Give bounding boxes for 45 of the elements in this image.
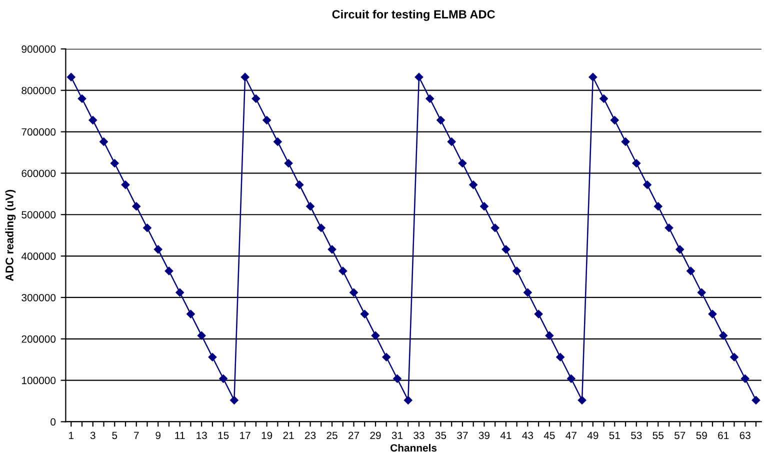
x-tick-label: 15 (218, 432, 229, 440)
x-tick-label: 45 (544, 432, 555, 440)
x-tick-label: 1 (69, 432, 74, 439)
x-tick-label: 49 (587, 432, 598, 440)
x-tick-label: 13 (196, 432, 207, 440)
x-tick-label: 3 (90, 432, 96, 440)
y-tick-label: 800000 (22, 86, 56, 94)
x-tick-label: 43 (522, 432, 534, 440)
x-tick-label: 53 (631, 432, 642, 440)
x-tick-label: 29 (370, 432, 381, 440)
y-tick-label: 200000 (22, 335, 56, 343)
y-tick-label: 300000 (22, 294, 56, 302)
x-tick-label: 41 (500, 432, 512, 439)
x-tick-label: 9 (156, 432, 161, 440)
x-tick-label: 55 (652, 432, 664, 440)
x-tick-label: 47 (566, 432, 576, 439)
x-tick-label: 35 (435, 432, 446, 440)
x-tick-label: 51 (609, 432, 620, 440)
y-tick-label: 500000 (22, 211, 56, 218)
y-tick-label: 0 (50, 418, 56, 426)
y-tick-label: 900000 (22, 45, 56, 53)
x-tick-label: 31 (392, 432, 403, 440)
x-tick-label: 59 (696, 432, 707, 440)
y-axis-title: ADC reading (uV) (5, 190, 16, 282)
x-tick-label: 61 (718, 432, 729, 440)
x-tick-label: 7 (134, 432, 139, 439)
x-tick-label: 39 (478, 432, 490, 440)
x-tick-label: 57 (674, 432, 686, 440)
y-tick-label: 600000 (22, 170, 56, 178)
x-tick-label: 5 (112, 432, 118, 440)
x-tick-label: 23 (305, 432, 316, 440)
x-tick-label: 27 (348, 432, 360, 439)
x-tick-label: 33 (414, 432, 424, 440)
chart-title: Circuit for testing ELMB ADC (332, 10, 495, 21)
x-tick-label: 21 (283, 432, 294, 439)
y-tick-label: 700000 (22, 128, 56, 136)
x-tick-label: 19 (262, 432, 272, 440)
x-tick-label: 17 (240, 432, 250, 439)
y-tick-label: 100000 (22, 376, 56, 384)
x-tick-label: 37 (457, 432, 468, 440)
x-tick-label: 63 (740, 432, 750, 440)
y-tick-label: 400000 (21, 252, 56, 260)
x-tick-label: 25 (326, 432, 338, 440)
x-axis-title: Channels (390, 444, 437, 452)
x-tick-label: 11 (175, 432, 185, 439)
